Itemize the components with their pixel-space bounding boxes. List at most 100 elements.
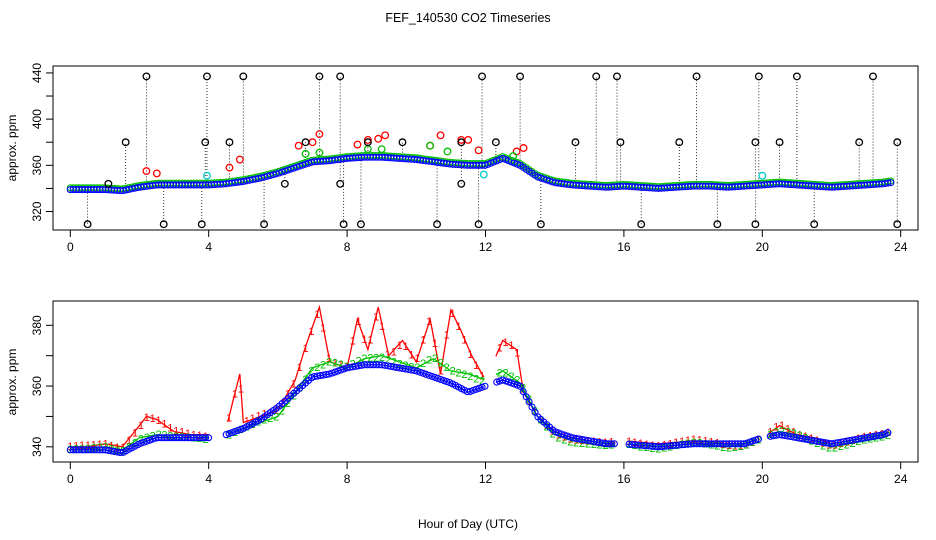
bottom-series-2-point: 2 <box>397 358 403 370</box>
bottom-series-2-point: 2 <box>450 366 456 378</box>
bottom-series-1-point: 1 <box>244 415 250 427</box>
bottom-series-2-point: 2 <box>732 442 738 454</box>
top-flag-point <box>893 220 902 229</box>
bottom-series-1-point: 1 <box>385 349 391 361</box>
top-flag-point <box>280 179 289 188</box>
top-calibration-point <box>203 171 211 180</box>
top-1-point <box>152 169 161 178</box>
bottom-series-2-point: 2 <box>332 358 338 370</box>
top-x-tick-label: 12 <box>479 240 493 254</box>
bottom-series-2-point: 2 <box>438 357 444 369</box>
bottom-series-2-point: 2 <box>203 434 209 446</box>
bottom-series-3-point <box>204 434 213 442</box>
top-flag-point <box>201 138 210 147</box>
bottom-series-2-point: 2 <box>426 355 432 367</box>
bottom-series-1-point: 1 <box>426 316 432 328</box>
bottom-series-1-point: 1 <box>391 347 397 359</box>
bottom-series-1-point: 1 <box>467 349 473 361</box>
bottom-x-tick-label: 20 <box>756 472 770 486</box>
top-1-point <box>464 135 473 144</box>
top-flag-point <box>474 220 483 229</box>
bottom-series-1-point: 1 <box>161 419 167 431</box>
top-1-point <box>381 131 390 140</box>
bottom-series-2-point: 2 <box>838 441 844 453</box>
top-1-point <box>225 163 234 172</box>
bottom-series-2-point: 2 <box>279 406 285 418</box>
bottom-series-2-point: 2 <box>326 357 332 369</box>
bottom-series-3-point <box>202 434 210 442</box>
bottom-series-2-point: 2 <box>467 371 473 383</box>
top-2-point <box>443 147 452 156</box>
bottom-x-tick-label: 16 <box>617 472 631 486</box>
bottom-series-1-point: 1 <box>103 439 109 451</box>
top-1-point <box>235 155 244 164</box>
bottom-series-2-point: 2 <box>526 394 532 406</box>
bottom-series-1-point: 1 <box>91 439 97 451</box>
top-y-tick-label: 440 <box>30 63 44 83</box>
bottom-series-1-point: 1 <box>397 340 403 352</box>
bottom-x-tick-label: 12 <box>479 472 493 486</box>
bottom-series-1-point: 1 <box>255 411 261 423</box>
top-2-point <box>509 152 518 161</box>
bottom-series-1-point: 1 <box>379 321 385 333</box>
top-flag-point <box>592 72 601 81</box>
bottom-x-tick-label: 24 <box>894 472 908 486</box>
bottom-series-1-point: 1 <box>297 362 303 374</box>
bottom-series-1-point: 1 <box>308 326 314 338</box>
bottom-series-2-point: 2 <box>355 356 361 368</box>
bottom-series-2-point: 2 <box>579 438 585 450</box>
bottom-series-1-point: 1 <box>155 415 161 427</box>
top-flag-point <box>336 179 345 188</box>
bottom-series-3-point <box>607 440 615 448</box>
bottom-series-1-point: 1 <box>303 343 309 355</box>
bottom-series-2-point: 2 <box>503 367 509 379</box>
bottom-series-2-point: 2 <box>555 432 561 444</box>
bottom-series-1-point: 1 <box>226 412 232 424</box>
bottom-series-2-point: 2 <box>567 437 573 449</box>
chart-title: FEF_140530 CO2 Timeseries <box>385 11 550 25</box>
top-flag-point <box>142 72 151 81</box>
bottom-series-1-point: 1 <box>691 434 697 446</box>
bottom-series-2-point: 2 <box>320 359 326 371</box>
bottom-series-2-point: 2 <box>785 426 791 438</box>
top-flag-point <box>616 138 625 147</box>
bottom-series-2-point: 2 <box>97 442 103 454</box>
top-x-tick-label: 16 <box>617 240 631 254</box>
top-level2-point <box>884 179 892 187</box>
top-flag-point <box>675 138 684 147</box>
bottom-series-1-point: 1 <box>314 309 320 321</box>
bottom-series-2-point: 2 <box>479 375 485 387</box>
top-x-tick-label: 20 <box>756 240 770 254</box>
top-flag-point <box>775 138 784 147</box>
bottom-y-axis-label: approx. ppm <box>5 349 19 416</box>
bottom-series-1-point: 1 <box>79 440 85 452</box>
top-flag-point <box>713 220 722 229</box>
bottom-series-1-point: 1 <box>432 338 438 350</box>
bottom-series-3-point <box>610 440 618 448</box>
bottom-series-2-point: 2 <box>338 359 344 371</box>
top-flag-point <box>315 72 324 81</box>
bottom-series-1-point: 1 <box>450 308 456 320</box>
top-flag-point <box>751 220 760 229</box>
top-plot-frame <box>52 65 919 231</box>
top-1-point <box>294 141 303 150</box>
bottom-series-2-point: 2 <box>561 435 567 447</box>
bottom-series-1-point: 1 <box>173 425 179 437</box>
top-panel: approx. ppm 0 4 8 12 16 20 24 320 360 400 440 <box>5 63 919 254</box>
bottom-series-2-point: 2 <box>826 443 832 455</box>
bottom-series-1-point: 1 <box>626 436 632 448</box>
top-flag-point <box>692 72 701 81</box>
top-flag-point <box>225 138 234 147</box>
bottom-x-tick-label: 8 <box>344 472 351 486</box>
top-flag-point <box>159 220 168 229</box>
bottom-series-2-point: 2 <box>726 443 732 455</box>
bottom-series-2-point: 2 <box>720 442 726 454</box>
bottom-series-2-point: 2 <box>514 375 520 387</box>
bottom-series-3-point <box>525 398 533 406</box>
bottom-series-1-point: 1 <box>420 334 426 346</box>
bottom-x-tick-label: 0 <box>67 472 74 486</box>
bottom-series-1-point: 1 <box>767 426 773 438</box>
bottom-series-1-point: 1 <box>461 334 467 346</box>
bottom-series-2-point: 2 <box>573 438 579 450</box>
